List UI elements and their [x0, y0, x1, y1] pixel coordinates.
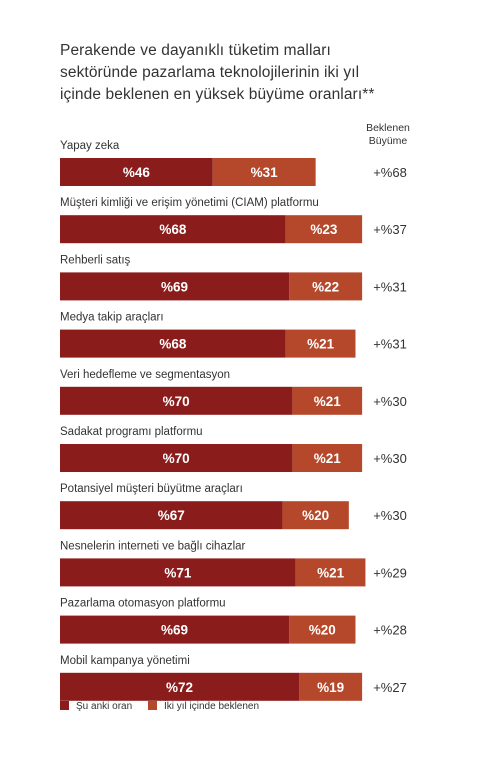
category-label: Medya takip araçları [60, 312, 164, 324]
bar-expected [212, 158, 316, 186]
title-line: içinde beklenen en yüksek büyüme oranlar… [60, 86, 375, 103]
bar-expected [289, 615, 356, 644]
data-label: %21 [314, 451, 342, 466]
data-label: %71 [164, 565, 192, 580]
data-label: %72 [166, 680, 193, 695]
data-label: %21 [307, 337, 335, 352]
expected-growth-value: +%29 [373, 565, 407, 580]
bar-current [60, 672, 300, 701]
bar-expected [289, 272, 363, 301]
title-line: Perakende ve dayanıklı tüketim malları [60, 42, 331, 59]
category-label: Nesnelerin interneti ve bağlı cihazlar [60, 540, 246, 552]
expected-growth-value: +%28 [373, 623, 407, 638]
bar-current [60, 501, 283, 530]
data-label: %31 [251, 165, 279, 180]
expected-growth-value: +%31 [373, 337, 407, 352]
expected-growth-value: +%30 [373, 394, 407, 409]
data-label: %23 [310, 222, 338, 237]
bar-expected [285, 215, 363, 244]
bar-current [60, 558, 296, 587]
data-label: %70 [163, 394, 190, 409]
bar-expected [285, 329, 356, 358]
bar-expected [295, 558, 366, 587]
data-label: %20 [302, 508, 329, 523]
expected-growth-header-line: Beklenen [366, 122, 410, 134]
data-label: %19 [317, 680, 344, 695]
data-label: %68 [159, 337, 187, 352]
category-label: Müşteri kimliği ve erişim yönetimi (CIAM… [60, 197, 319, 209]
legend-item-current: Şu anki oran [60, 701, 132, 712]
category-label: Potansiyel müşteri büyütme araçları [60, 483, 243, 495]
category-label: Yapay zeka [60, 140, 120, 152]
bar-current [60, 386, 293, 415]
expected-growth-value: +%27 [373, 680, 407, 695]
bar-expected [292, 444, 363, 472]
expected-growth-value: +%68 [373, 165, 407, 180]
data-label: %46 [123, 165, 151, 180]
bar-current [60, 158, 213, 186]
legend-swatch-expected [148, 701, 157, 710]
bar-current [60, 272, 290, 301]
data-label: %68 [159, 222, 187, 237]
bar-current [60, 615, 290, 644]
data-label: %70 [163, 451, 190, 466]
category-label: Rehberli satış [60, 254, 131, 266]
legend-item-expected: İki yıl içinde beklenen [148, 701, 259, 712]
category-label: Veri hedefleme ve segmentasyon [60, 369, 230, 381]
data-label: %69 [161, 279, 188, 294]
expected-growth-header-line: Büyüme [368, 135, 408, 147]
category-label: Mobil kampanya yönetimi [60, 655, 190, 667]
chart-title: Perakende ve dayanıklı tüketim malları s… [60, 40, 460, 106]
bar-expected [282, 501, 349, 530]
data-label: %22 [312, 279, 339, 294]
expected-growth-value: +%30 [373, 508, 407, 523]
data-label: %21 [317, 565, 345, 580]
legend-label-current: Şu anki oran [76, 701, 133, 712]
expected-growth-value: +%30 [373, 451, 407, 466]
data-label: %67 [158, 508, 185, 523]
category-label: Pazarlama otomasyon platformu [60, 598, 226, 610]
expected-growth-value: +%37 [373, 222, 407, 237]
bar-current [60, 215, 286, 244]
category-label: Sadakat programı platformu [60, 426, 203, 438]
data-label: %20 [309, 623, 336, 638]
legend-swatch-current [60, 701, 69, 710]
data-label: %69 [161, 623, 188, 638]
expected-growth-value: +%31 [373, 279, 407, 294]
bar-current [60, 329, 286, 358]
bar-expected [299, 672, 363, 701]
title-line: sektöründe pazarlama teknolojilerinin ik… [60, 64, 360, 81]
bar-current [60, 444, 293, 472]
bar-expected [292, 386, 363, 415]
legend-label-expected: İki yıl içinde beklenen [164, 701, 260, 712]
data-label: %21 [314, 394, 342, 409]
expected-growth-header: Beklenen Büyüme [360, 122, 416, 148]
